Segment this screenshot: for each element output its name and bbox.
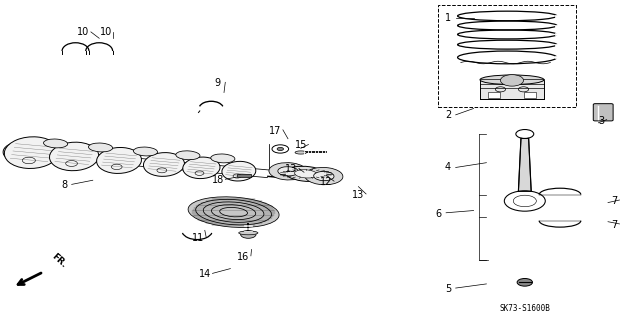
Circle shape [277, 147, 284, 151]
Ellipse shape [176, 151, 200, 160]
Text: 1: 1 [445, 12, 451, 23]
Text: 3: 3 [598, 116, 605, 126]
Ellipse shape [288, 174, 300, 178]
Circle shape [517, 278, 532, 286]
Text: 10: 10 [77, 27, 90, 37]
Ellipse shape [220, 207, 248, 217]
Ellipse shape [295, 151, 307, 154]
Text: 10: 10 [99, 27, 112, 37]
Text: 8: 8 [61, 180, 67, 190]
Text: 6: 6 [435, 209, 442, 219]
Text: 9: 9 [214, 78, 221, 88]
Text: 2: 2 [445, 110, 451, 120]
Text: 7: 7 [611, 220, 618, 230]
Ellipse shape [269, 163, 307, 180]
Polygon shape [518, 138, 531, 191]
Text: 13: 13 [352, 189, 365, 200]
Ellipse shape [305, 167, 343, 185]
Text: FR.: FR. [50, 251, 68, 269]
Circle shape [241, 231, 256, 238]
Ellipse shape [183, 157, 220, 179]
FancyBboxPatch shape [593, 104, 613, 121]
Ellipse shape [278, 167, 298, 176]
Ellipse shape [239, 231, 258, 235]
Ellipse shape [44, 139, 68, 148]
Bar [488, 92, 500, 98]
Ellipse shape [204, 202, 264, 222]
Text: 14: 14 [198, 269, 211, 279]
Ellipse shape [97, 147, 141, 174]
Text: 15: 15 [294, 140, 307, 150]
Text: 16: 16 [237, 252, 250, 262]
Ellipse shape [196, 199, 271, 225]
Text: 5: 5 [445, 284, 451, 294]
Ellipse shape [4, 137, 59, 168]
Text: 17: 17 [269, 126, 282, 136]
Text: 13: 13 [285, 164, 298, 174]
Ellipse shape [480, 75, 544, 85]
Text: SK73-S1600B: SK73-S1600B [499, 304, 550, 313]
Ellipse shape [133, 147, 157, 156]
Text: 4: 4 [445, 162, 451, 173]
Ellipse shape [211, 205, 256, 219]
Ellipse shape [49, 142, 99, 171]
Ellipse shape [285, 166, 326, 182]
FancyBboxPatch shape [480, 80, 544, 99]
Ellipse shape [314, 172, 334, 181]
Ellipse shape [211, 154, 235, 163]
Bar [524, 92, 536, 98]
Text: 12: 12 [320, 177, 333, 187]
Ellipse shape [188, 197, 279, 227]
Ellipse shape [143, 152, 184, 176]
Ellipse shape [3, 142, 35, 161]
Circle shape [500, 75, 524, 86]
Text: 7: 7 [611, 196, 618, 206]
Ellipse shape [222, 161, 256, 181]
Bar [438, 5, 576, 107]
Bar [237, 174, 251, 177]
Ellipse shape [88, 143, 113, 152]
Ellipse shape [294, 170, 317, 178]
Text: 18: 18 [211, 175, 224, 185]
Text: 11: 11 [192, 233, 205, 243]
